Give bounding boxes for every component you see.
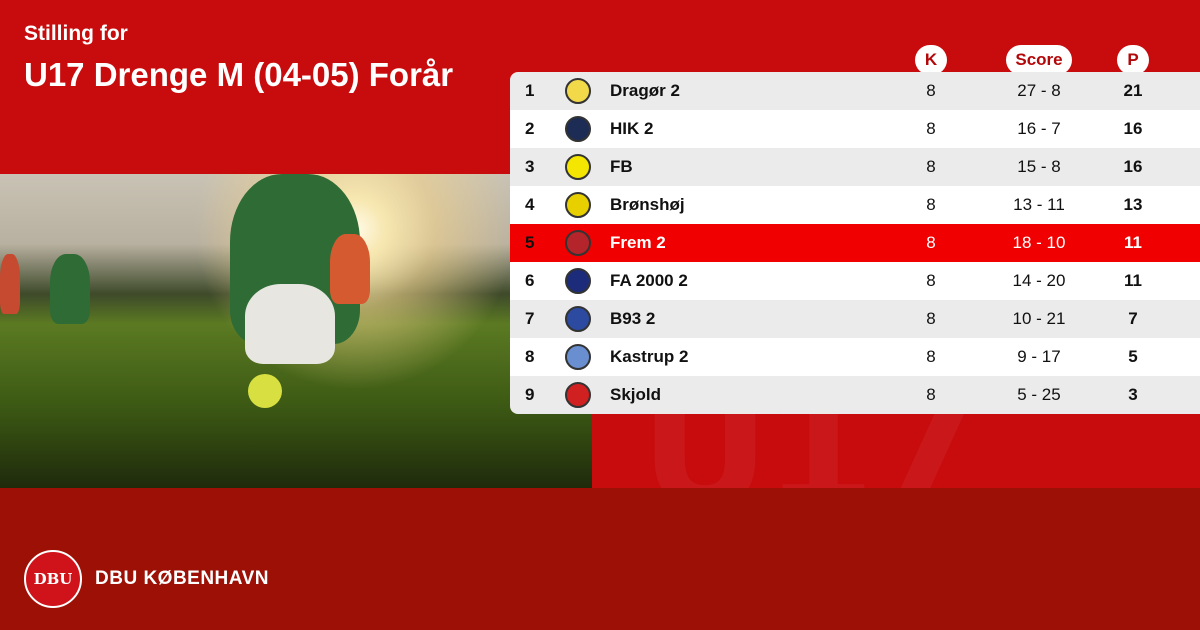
table-row[interactable]: 3 FB 8 15 - 8 16 bbox=[510, 148, 1200, 186]
table-row[interactable]: 5 Frem 2 8 18 - 10 11 bbox=[510, 224, 1200, 262]
position: 6 bbox=[525, 271, 535, 290]
team-logo-icon bbox=[565, 306, 591, 332]
team-name: B93 2 bbox=[610, 309, 656, 328]
position: 8 bbox=[525, 347, 535, 366]
position: 4 bbox=[525, 195, 535, 214]
score: 27 - 8 bbox=[1017, 81, 1061, 100]
team-logo-icon bbox=[565, 116, 591, 142]
score: 15 - 8 bbox=[1017, 157, 1061, 176]
points: 3 bbox=[1128, 385, 1138, 404]
standings-table: 1 Dragør 2 8 27 - 8 21 2 HIK 2 8 16 - 7 1… bbox=[510, 72, 1200, 414]
table-row[interactable]: 2 HIK 2 8 16 - 7 16 bbox=[510, 110, 1200, 148]
score: 9 - 17 bbox=[1017, 347, 1061, 366]
team-name: Frem 2 bbox=[610, 233, 666, 252]
team-name: Skjold bbox=[610, 385, 662, 404]
organization-name: DBU KØBENHAVN bbox=[95, 568, 269, 589]
table-row[interactable]: 7 B93 2 8 10 - 21 7 bbox=[510, 300, 1200, 338]
dbu-logo: DBU bbox=[24, 550, 82, 608]
position: 2 bbox=[525, 119, 535, 138]
team-logo-icon bbox=[565, 192, 591, 218]
table-row[interactable]: 8 Kastrup 2 8 9 - 17 5 bbox=[510, 338, 1200, 376]
score: 16 - 7 bbox=[1017, 119, 1061, 138]
points: 21 bbox=[1123, 81, 1143, 100]
matches-played: 8 bbox=[926, 233, 936, 252]
matches-played: 8 bbox=[926, 157, 936, 176]
team-logo-icon bbox=[565, 154, 591, 180]
matches-played: 8 bbox=[926, 195, 936, 214]
table-row[interactable]: 1 Dragør 2 8 27 - 8 21 bbox=[510, 72, 1200, 110]
matches-played: 8 bbox=[926, 309, 936, 328]
column-header-p[interactable]: P bbox=[1117, 45, 1149, 75]
team-name: FB bbox=[610, 157, 633, 176]
team-name: HIK 2 bbox=[610, 119, 654, 138]
score: 10 - 21 bbox=[1012, 309, 1066, 328]
subtitle: Stilling for bbox=[24, 22, 128, 45]
position: 3 bbox=[525, 157, 535, 176]
team-name: Brønshøj bbox=[610, 195, 685, 214]
column-header-k[interactable]: K bbox=[915, 45, 947, 75]
team-name: FA 2000 2 bbox=[610, 271, 688, 290]
points: 13 bbox=[1123, 195, 1143, 214]
table-row[interactable]: 4 Brønshøj 8 13 - 11 13 bbox=[510, 186, 1200, 224]
points: 16 bbox=[1123, 157, 1143, 176]
table-row[interactable]: 9 Skjold 8 5 - 25 3 bbox=[510, 376, 1200, 414]
position: 1 bbox=[525, 81, 535, 100]
team-logo-icon bbox=[565, 230, 591, 256]
position: 5 bbox=[525, 233, 535, 252]
football-photo bbox=[0, 174, 592, 488]
team-name: Kastrup 2 bbox=[610, 347, 689, 366]
points: 16 bbox=[1123, 119, 1143, 138]
score: 13 - 11 bbox=[1013, 195, 1065, 214]
position: 7 bbox=[525, 309, 535, 328]
score: 5 - 25 bbox=[1017, 385, 1061, 404]
points: 5 bbox=[1128, 347, 1138, 366]
column-header-score[interactable]: Score bbox=[1006, 45, 1072, 75]
table-row[interactable]: 6 FA 2000 2 8 14 - 20 11 bbox=[510, 262, 1200, 300]
team-logo-icon bbox=[565, 382, 591, 408]
matches-played: 8 bbox=[926, 385, 936, 404]
points: 7 bbox=[1128, 309, 1138, 328]
team-name: Dragør 2 bbox=[610, 81, 680, 100]
matches-played: 8 bbox=[926, 347, 936, 366]
score: 18 - 10 bbox=[1012, 233, 1066, 252]
matches-played: 8 bbox=[926, 81, 936, 100]
matches-played: 8 bbox=[926, 271, 936, 290]
score: 14 - 20 bbox=[1012, 271, 1066, 290]
position: 9 bbox=[525, 385, 535, 404]
team-logo-icon bbox=[565, 78, 591, 104]
matches-played: 8 bbox=[926, 119, 936, 138]
page-title: U17 Drenge M (04-05) Forår bbox=[24, 56, 454, 93]
points: 11 bbox=[1124, 233, 1142, 252]
footer-area bbox=[0, 488, 1200, 630]
team-logo-icon bbox=[565, 268, 591, 294]
points: 11 bbox=[1124, 271, 1142, 290]
team-logo-icon bbox=[565, 344, 591, 370]
